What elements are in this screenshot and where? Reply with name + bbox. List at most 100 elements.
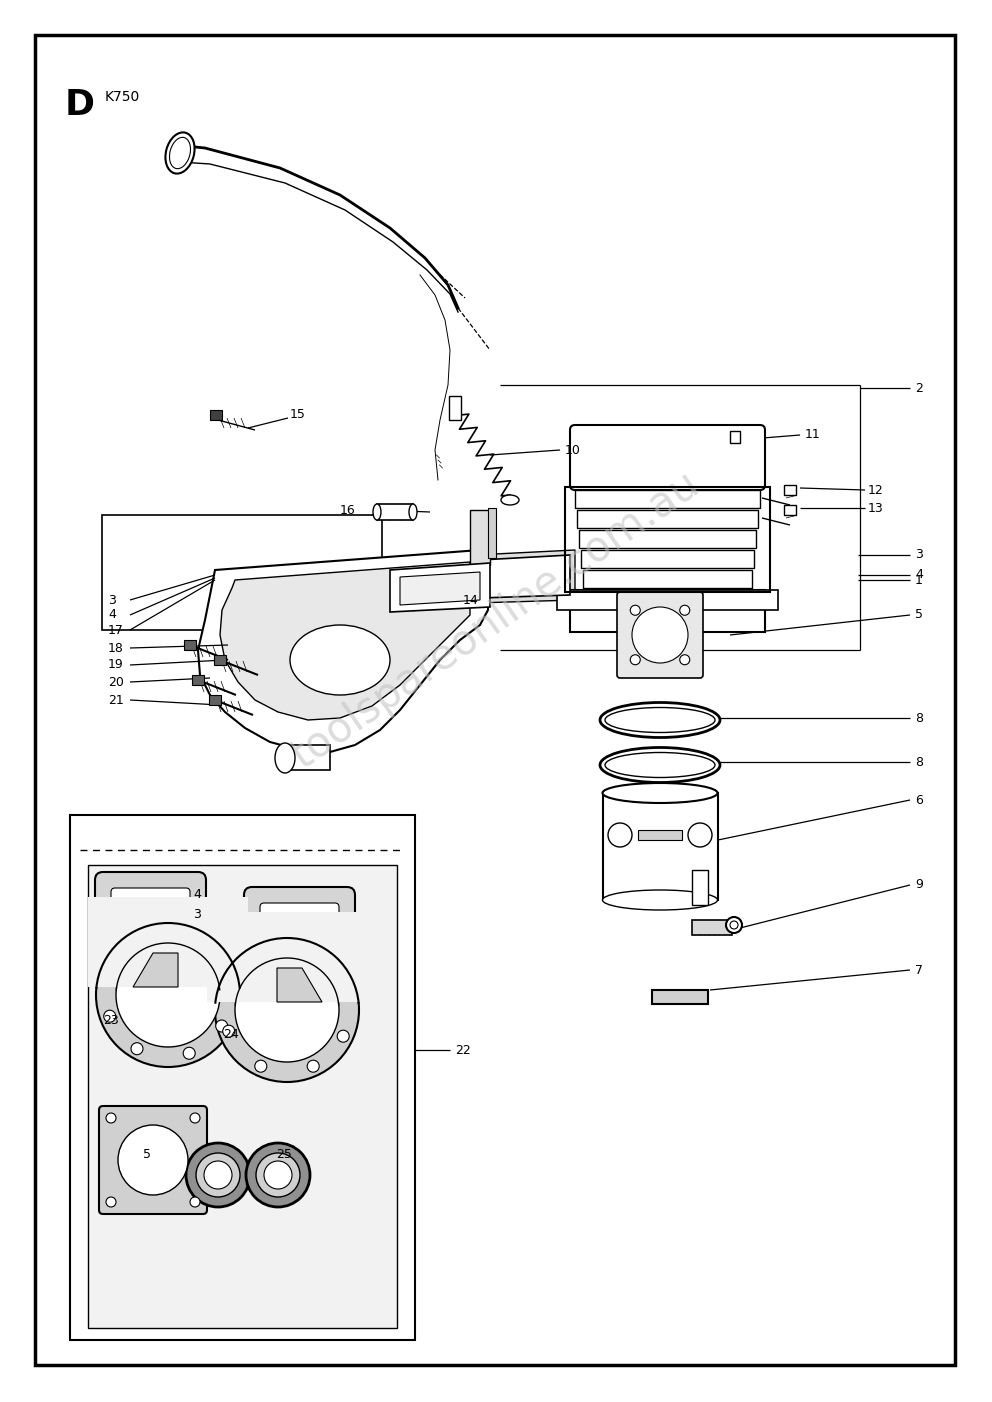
Text: 14: 14	[463, 593, 479, 607]
Text: 3: 3	[915, 548, 923, 561]
Polygon shape	[475, 550, 575, 603]
Text: 16: 16	[339, 503, 355, 516]
Circle shape	[726, 917, 742, 932]
Bar	[88, 865, 397, 1328]
Text: 25: 25	[276, 1148, 292, 1161]
FancyBboxPatch shape	[260, 903, 339, 937]
Bar	[192, 674, 204, 686]
Circle shape	[106, 1113, 116, 1123]
Bar	[581, 550, 754, 568]
Text: toolspareonline.com.au: toolspareonline.com.au	[284, 463, 708, 777]
Text: 22: 22	[455, 1043, 471, 1057]
Ellipse shape	[166, 132, 194, 174]
Ellipse shape	[605, 708, 715, 732]
Circle shape	[264, 1161, 292, 1189]
Circle shape	[608, 823, 632, 847]
Ellipse shape	[275, 743, 295, 773]
Text: 4: 4	[193, 889, 200, 901]
Bar	[585, 590, 750, 608]
Bar	[184, 639, 196, 651]
FancyBboxPatch shape	[617, 592, 703, 679]
Text: 11: 11	[805, 429, 820, 442]
Bar	[652, 990, 708, 1004]
FancyBboxPatch shape	[244, 887, 355, 953]
Bar	[579, 530, 756, 548]
Circle shape	[632, 607, 688, 663]
Text: 21: 21	[108, 694, 124, 707]
Circle shape	[186, 1143, 250, 1207]
Circle shape	[188, 900, 198, 910]
Text: 23: 23	[103, 1014, 119, 1026]
Bar	[488, 508, 496, 558]
Bar	[570, 590, 765, 632]
Text: 13: 13	[868, 502, 884, 515]
Ellipse shape	[600, 747, 720, 782]
Polygon shape	[400, 572, 480, 606]
Circle shape	[252, 916, 262, 925]
Circle shape	[308, 1060, 319, 1073]
Polygon shape	[277, 967, 322, 1002]
Text: 18: 18	[108, 642, 124, 655]
Text: K750: K750	[105, 90, 140, 104]
Text: 17: 17	[108, 624, 124, 637]
Circle shape	[204, 1161, 232, 1189]
Bar	[583, 571, 752, 587]
Circle shape	[96, 923, 240, 1067]
Bar	[575, 491, 760, 508]
Text: 24: 24	[223, 1029, 239, 1042]
Circle shape	[337, 1030, 349, 1042]
Text: 5: 5	[915, 608, 923, 621]
Bar	[577, 510, 758, 529]
Text: 12: 12	[868, 484, 884, 496]
Text: 3: 3	[193, 908, 200, 921]
Polygon shape	[480, 555, 570, 599]
Circle shape	[104, 1011, 116, 1022]
Text: 3: 3	[108, 593, 116, 607]
Bar	[565, 486, 770, 592]
Bar	[784, 505, 796, 515]
Text: 15: 15	[290, 408, 306, 422]
Text: D: D	[65, 88, 95, 122]
Circle shape	[235, 958, 339, 1061]
Text: 8: 8	[915, 756, 923, 768]
Text: 5: 5	[143, 1148, 151, 1161]
Bar	[557, 590, 778, 610]
Circle shape	[680, 655, 689, 665]
Circle shape	[255, 1060, 267, 1073]
Text: 2: 2	[915, 381, 923, 394]
Circle shape	[630, 606, 640, 615]
Ellipse shape	[602, 890, 717, 910]
Polygon shape	[220, 562, 470, 721]
Ellipse shape	[600, 702, 720, 737]
Bar	[207, 911, 367, 1002]
Ellipse shape	[290, 625, 390, 695]
Circle shape	[184, 1047, 195, 1060]
Text: 10: 10	[565, 443, 581, 457]
Circle shape	[246, 1143, 310, 1207]
Circle shape	[730, 921, 738, 930]
Bar	[603, 794, 718, 900]
Text: 4: 4	[108, 608, 116, 621]
FancyBboxPatch shape	[111, 887, 190, 923]
Circle shape	[215, 1021, 228, 1032]
Circle shape	[131, 1043, 143, 1054]
Bar	[784, 485, 796, 495]
FancyBboxPatch shape	[95, 872, 206, 938]
Text: 20: 20	[108, 676, 124, 688]
Ellipse shape	[605, 753, 715, 778]
Bar	[377, 503, 413, 520]
Circle shape	[190, 1113, 200, 1123]
Polygon shape	[133, 953, 178, 987]
Circle shape	[630, 655, 640, 665]
Bar	[470, 510, 490, 565]
Circle shape	[103, 900, 113, 910]
Bar	[214, 655, 226, 665]
Polygon shape	[390, 564, 490, 613]
Circle shape	[190, 1197, 200, 1207]
Bar	[449, 395, 461, 421]
Bar	[692, 920, 732, 935]
FancyBboxPatch shape	[99, 1106, 207, 1214]
Bar	[209, 695, 221, 705]
Bar	[587, 610, 748, 628]
Circle shape	[196, 1152, 240, 1197]
